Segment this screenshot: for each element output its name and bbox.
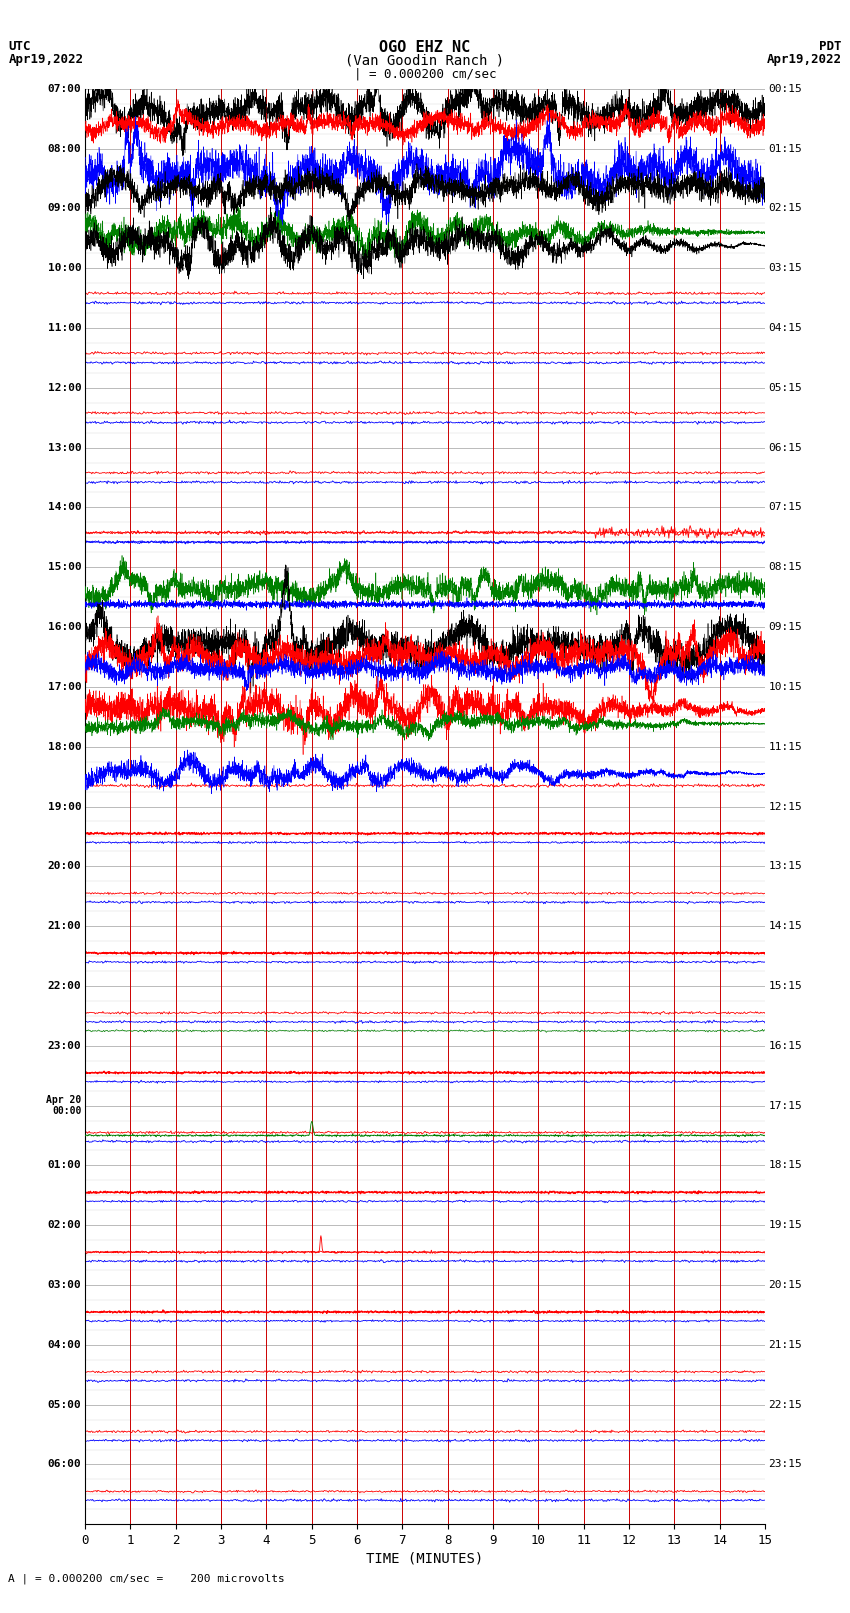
Text: 17:15: 17:15 — [768, 1100, 802, 1111]
Text: 23:00: 23:00 — [48, 1040, 82, 1050]
Text: 14:15: 14:15 — [768, 921, 802, 931]
Text: 01:15: 01:15 — [768, 144, 802, 153]
Text: 05:00: 05:00 — [48, 1400, 82, 1410]
Text: 09:15: 09:15 — [768, 623, 802, 632]
Text: 23:15: 23:15 — [768, 1460, 802, 1469]
Text: 15:15: 15:15 — [768, 981, 802, 990]
Text: 16:15: 16:15 — [768, 1040, 802, 1050]
Text: 08:15: 08:15 — [768, 563, 802, 573]
Text: OGO EHZ NC: OGO EHZ NC — [379, 40, 471, 55]
Text: 13:15: 13:15 — [768, 861, 802, 871]
Text: 05:15: 05:15 — [768, 382, 802, 394]
Text: 09:00: 09:00 — [48, 203, 82, 213]
Text: 07:15: 07:15 — [768, 502, 802, 513]
Text: 13:00: 13:00 — [48, 442, 82, 453]
Text: 21:00: 21:00 — [48, 921, 82, 931]
Text: 22:15: 22:15 — [768, 1400, 802, 1410]
Text: A | = 0.000200 cm/sec =    200 microvolts: A | = 0.000200 cm/sec = 200 microvolts — [8, 1573, 286, 1584]
Text: 00:15: 00:15 — [768, 84, 802, 94]
Text: 06:00: 06:00 — [48, 1460, 82, 1469]
Text: 20:00: 20:00 — [48, 861, 82, 871]
Text: 06:15: 06:15 — [768, 442, 802, 453]
Text: 18:15: 18:15 — [768, 1160, 802, 1171]
Text: Apr 20
00:00: Apr 20 00:00 — [47, 1095, 82, 1116]
Text: 11:15: 11:15 — [768, 742, 802, 752]
Text: 18:00: 18:00 — [48, 742, 82, 752]
Text: (Van Goodin Ranch ): (Van Goodin Ranch ) — [345, 53, 505, 68]
Text: 01:00: 01:00 — [48, 1160, 82, 1171]
Text: 12:15: 12:15 — [768, 802, 802, 811]
Text: | = 0.000200 cm/sec: | = 0.000200 cm/sec — [354, 68, 496, 81]
Text: 10:15: 10:15 — [768, 682, 802, 692]
Text: 10:00: 10:00 — [48, 263, 82, 273]
Text: 02:15: 02:15 — [768, 203, 802, 213]
Text: 21:15: 21:15 — [768, 1340, 802, 1350]
Text: 15:00: 15:00 — [48, 563, 82, 573]
Text: 08:00: 08:00 — [48, 144, 82, 153]
Text: 04:15: 04:15 — [768, 323, 802, 332]
Text: 19:15: 19:15 — [768, 1219, 802, 1231]
Text: Apr19,2022: Apr19,2022 — [8, 53, 83, 66]
Text: 22:00: 22:00 — [48, 981, 82, 990]
Text: 14:00: 14:00 — [48, 502, 82, 513]
Text: 03:00: 03:00 — [48, 1281, 82, 1290]
Text: 17:00: 17:00 — [48, 682, 82, 692]
Text: PDT: PDT — [819, 40, 842, 53]
Text: 20:15: 20:15 — [768, 1281, 802, 1290]
Text: 12:00: 12:00 — [48, 382, 82, 394]
Text: 07:00: 07:00 — [48, 84, 82, 94]
Text: 03:15: 03:15 — [768, 263, 802, 273]
Text: 11:00: 11:00 — [48, 323, 82, 332]
Text: 16:00: 16:00 — [48, 623, 82, 632]
Text: 02:00: 02:00 — [48, 1219, 82, 1231]
Text: UTC: UTC — [8, 40, 31, 53]
X-axis label: TIME (MINUTES): TIME (MINUTES) — [366, 1552, 484, 1565]
Text: 19:00: 19:00 — [48, 802, 82, 811]
Text: Apr19,2022: Apr19,2022 — [767, 53, 842, 66]
Text: 04:00: 04:00 — [48, 1340, 82, 1350]
